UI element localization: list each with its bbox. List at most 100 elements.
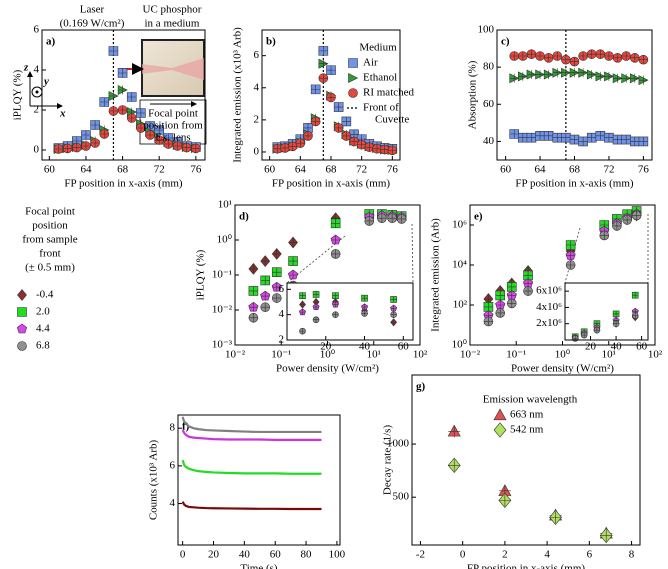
data-point — [483, 316, 494, 327]
plot-frame — [496, 29, 653, 161]
marker-cross — [387, 213, 397, 223]
y-tick-label: 0 — [34, 144, 40, 156]
marker-cross — [509, 51, 519, 61]
marker-cross — [630, 53, 640, 63]
marker-cross — [108, 106, 118, 116]
data-point — [586, 69, 597, 80]
marker-cross — [299, 301, 306, 308]
marker-cross — [535, 131, 545, 141]
medium-label: in a medium — [145, 18, 200, 30]
marker-cross — [613, 73, 623, 83]
marker-cross — [613, 53, 623, 63]
marker-cross — [90, 120, 100, 130]
data-point — [506, 282, 517, 292]
marker-cross — [526, 133, 536, 143]
data-point — [90, 120, 100, 130]
data-point — [181, 142, 192, 153]
marker-cross — [509, 73, 519, 83]
marker-cross — [613, 320, 620, 327]
data-point — [612, 320, 620, 328]
data-point — [260, 302, 271, 313]
marker-cross — [299, 328, 306, 335]
marker-cross — [332, 301, 339, 308]
marker-cross — [272, 293, 282, 303]
marker-cross — [552, 68, 562, 78]
plot-frame — [261, 29, 401, 161]
marker-cross — [349, 137, 359, 147]
marker-cross — [595, 71, 605, 81]
data-point — [593, 326, 601, 334]
marker-cross — [535, 70, 545, 80]
data-point — [612, 134, 623, 145]
x-tick-label: 60 — [636, 341, 648, 353]
data-point — [136, 108, 146, 118]
plot-frame — [564, 282, 649, 341]
marker-cross — [613, 310, 620, 317]
data-point — [506, 298, 517, 309]
data-point — [495, 290, 506, 301]
x-axis-title: Time (s) — [240, 563, 278, 569]
data-point — [599, 527, 613, 544]
laser-label: (0.169 W/cm²) — [60, 18, 125, 30]
panel-label: a) — [46, 36, 56, 48]
marker-cross — [313, 316, 320, 323]
marker-cross — [523, 286, 533, 296]
data-point — [543, 131, 554, 141]
data-point — [288, 256, 298, 266]
marker-cross — [357, 140, 367, 150]
data-point — [271, 267, 282, 278]
marker-cross — [526, 49, 536, 59]
y-tick-label: 6 — [34, 24, 40, 36]
data-point — [565, 260, 576, 270]
marker-cross — [552, 133, 562, 143]
shared-legend-label: 4.4 — [36, 323, 50, 335]
marker-cross — [331, 218, 341, 228]
data-point — [387, 213, 397, 223]
data-point — [518, 132, 528, 143]
data-point — [578, 136, 588, 147]
data-point — [303, 123, 313, 133]
x-tick-label: 64 — [80, 164, 92, 176]
y-tick-label: 10⁻¹ — [212, 269, 232, 281]
x-tick-label: 60 — [398, 341, 410, 353]
x-tick-label: 72 — [603, 164, 614, 176]
marker-cross — [498, 494, 511, 507]
marker-cross — [248, 286, 258, 296]
marker-cross — [483, 316, 493, 326]
marker-cross — [108, 91, 118, 101]
x-tick-label: 20 — [320, 341, 332, 353]
data-point — [569, 56, 580, 67]
data-point — [387, 145, 398, 156]
marker-cross — [272, 267, 282, 277]
y-tick-label: 10⁰ — [217, 234, 233, 246]
x-tick-label: 100 — [329, 549, 346, 561]
y-axis-title: iPLQY (%) — [12, 69, 24, 120]
marker-cross — [299, 309, 306, 316]
y-tick-label: 100 — [478, 24, 495, 36]
x-tick-label: 60 — [44, 164, 56, 176]
panel-label: f) — [182, 421, 190, 433]
marker-cross — [599, 230, 609, 240]
shared-legend-title: from sample — [22, 234, 77, 246]
x-tick-label: -2 — [416, 549, 425, 561]
marker-cross — [154, 125, 164, 135]
shared-legend-label: 2.0 — [36, 306, 50, 318]
marker-cross — [295, 138, 305, 148]
plot-frame — [177, 414, 341, 546]
marker-cross — [587, 49, 597, 59]
data-point — [483, 302, 494, 312]
data-point — [569, 67, 580, 78]
decay-line — [181, 459, 322, 475]
data-point — [518, 71, 529, 82]
data-point — [81, 130, 91, 140]
marker-cross — [495, 300, 505, 310]
marker-cross — [173, 141, 183, 151]
y-tick-label: 10⁶ — [452, 219, 467, 231]
marker-cross — [638, 136, 648, 146]
data-point — [280, 143, 290, 153]
marker-cross — [288, 256, 298, 266]
data-point — [552, 132, 563, 143]
data-point — [535, 131, 545, 141]
marker-cross — [136, 108, 146, 118]
